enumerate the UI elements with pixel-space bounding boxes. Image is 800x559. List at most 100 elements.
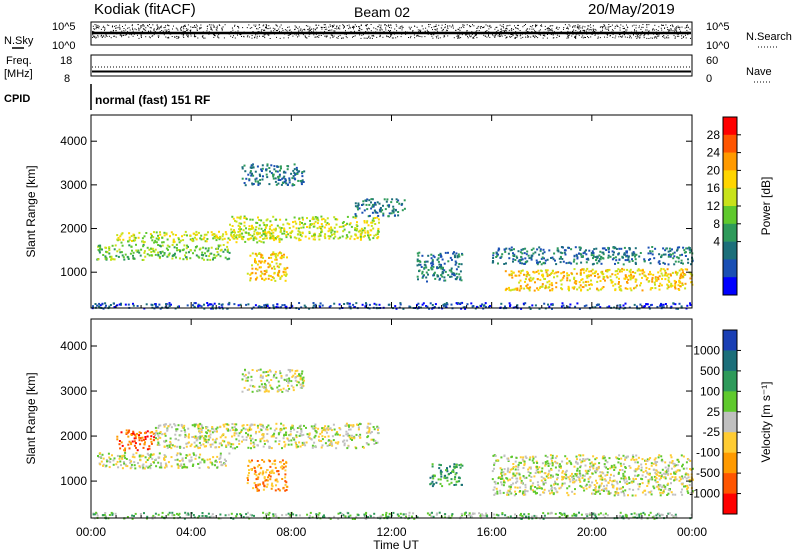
- echo-cell: [560, 272, 562, 274]
- echo-cell: [212, 428, 214, 430]
- echo-cell: [243, 439, 245, 441]
- echo-cell: [272, 216, 274, 218]
- noise-dot: [535, 35, 536, 36]
- noise-dot: [178, 38, 179, 39]
- noise-dot: [641, 27, 642, 28]
- noise-dot: [540, 25, 541, 26]
- noise-dot: [425, 28, 426, 29]
- echo-cell: [296, 167, 298, 169]
- echo-cell: [282, 224, 284, 226]
- echo-cell: [243, 375, 245, 377]
- echo-cell: [582, 255, 584, 257]
- echo-cell: [185, 231, 187, 233]
- noise-dot: [690, 38, 691, 39]
- echo-cell: [650, 262, 652, 264]
- echo-cell: [251, 173, 253, 175]
- echo-cell: [260, 271, 262, 273]
- echo-cell: [114, 457, 116, 459]
- echo-cell: [239, 226, 241, 228]
- noise-dot: [230, 36, 231, 37]
- echo-cell: [277, 171, 279, 173]
- echo-cell: [249, 219, 251, 221]
- echo-cell: [198, 447, 200, 449]
- noise-dot: [368, 28, 369, 29]
- echo-cell: [574, 255, 576, 257]
- noise-dot: [149, 36, 150, 37]
- noise-dot: [682, 27, 683, 28]
- noise-dot: [511, 36, 512, 37]
- noise-dot: [679, 27, 680, 28]
- echo-cell: [635, 254, 637, 256]
- echo-cell: [630, 287, 632, 289]
- echo-cell: [296, 384, 298, 386]
- echo-cell: [618, 283, 620, 285]
- echo-cell: [262, 175, 264, 177]
- noise-dot: [610, 35, 611, 36]
- echo-cell: [391, 198, 393, 200]
- noise-dot: [183, 28, 184, 29]
- echo-cell: [222, 235, 224, 237]
- noise-dot: [457, 38, 458, 39]
- noise-dot: [132, 28, 133, 29]
- echo-cell: [356, 228, 358, 230]
- echo-cell: [657, 277, 659, 279]
- noise-dot: [197, 26, 198, 27]
- echo-cell: [618, 281, 620, 283]
- echo-cell: [485, 302, 487, 304]
- noise-dot: [343, 28, 344, 29]
- echo-cell: [374, 440, 376, 442]
- echo-cell: [347, 433, 349, 435]
- echo-cell: [271, 224, 273, 226]
- echo-cell: [551, 284, 553, 286]
- echo-cell: [147, 247, 149, 249]
- echo-cell: [358, 204, 360, 206]
- noise-dot: [545, 29, 546, 30]
- noise-dot: [438, 25, 439, 26]
- echo-cell: [635, 247, 637, 249]
- noise-dot: [648, 24, 649, 25]
- echo-cell: [130, 253, 132, 255]
- noise-dot: [548, 27, 549, 28]
- echo-cell: [324, 233, 326, 235]
- noise-dot: [492, 34, 493, 35]
- echo-cell: [254, 178, 256, 180]
- echo-cell: [658, 285, 660, 287]
- echo-cell: [272, 175, 274, 177]
- noise-dot: [361, 38, 362, 39]
- echo-cell: [576, 254, 578, 256]
- noise-dot: [608, 27, 609, 28]
- echo-cell: [210, 446, 212, 448]
- echo-cell: [392, 206, 394, 208]
- echo-cell: [678, 281, 680, 283]
- echo-cell: [461, 279, 463, 281]
- noise-dot: [93, 28, 94, 29]
- echo-cell: [150, 432, 152, 434]
- echo-cell: [314, 236, 316, 238]
- echo-cell: [676, 274, 678, 276]
- echo-cell: [205, 248, 207, 250]
- echo-cell: [368, 204, 370, 206]
- noise-dot: [196, 24, 197, 25]
- echo-cell: [174, 459, 176, 461]
- noise-dot: [507, 37, 508, 38]
- noise-dot: [252, 35, 253, 36]
- echo-cell: [273, 374, 275, 376]
- echo-cell: [672, 257, 674, 259]
- echo-cell: [345, 237, 347, 239]
- echo-cell: [298, 217, 300, 219]
- noise-dot: [276, 37, 277, 38]
- noise-dot: [532, 29, 533, 30]
- noise-dot: [479, 30, 480, 31]
- echo-cell: [197, 439, 199, 441]
- echo-cell: [189, 257, 191, 259]
- echo-cell: [227, 430, 229, 432]
- echo-cell: [232, 429, 234, 431]
- echo-cell: [542, 286, 544, 288]
- echo-cell: [199, 237, 201, 239]
- echo-cell: [311, 425, 313, 427]
- echo-cell: [121, 458, 123, 460]
- echo-cell: [607, 247, 609, 249]
- echo-cell: [296, 431, 298, 433]
- echo-cell: [132, 431, 134, 433]
